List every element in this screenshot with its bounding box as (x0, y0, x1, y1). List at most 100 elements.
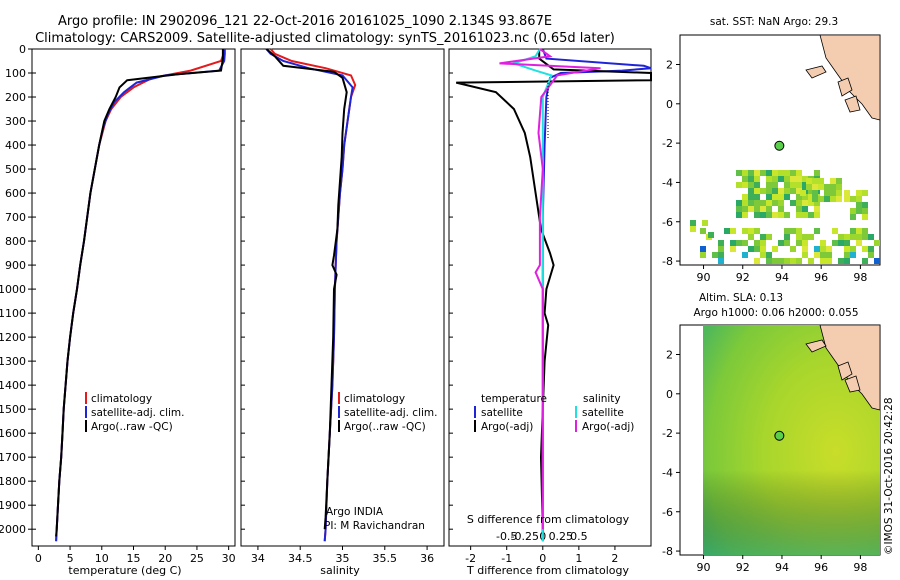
sst-pixel (766, 176, 772, 182)
sst-pixel (856, 208, 862, 214)
temperature-lines (55, 49, 226, 542)
depth-tick-label: 0 (19, 43, 26, 56)
series-line-satellite-adj-clim- (265, 48, 354, 542)
sst-pixel (802, 182, 808, 188)
sst-pixel (766, 170, 772, 176)
sst-map (679, 34, 881, 266)
lon-tick-label: 98 (853, 271, 867, 284)
sst-pixel (868, 234, 874, 240)
sst-pixel (778, 258, 784, 264)
sst-pixel (736, 212, 742, 218)
sst-pixel (806, 178, 812, 184)
sst-pixel (730, 228, 736, 234)
sst-pixel (796, 176, 802, 182)
sst-pixel (748, 200, 754, 206)
sst-pixel (760, 240, 766, 246)
sst-pixel (742, 228, 748, 234)
depth-tick-label: 1000 (0, 283, 26, 296)
land-sumatra (819, 34, 881, 121)
sst-pixel (772, 194, 778, 200)
sst-pixel (766, 212, 772, 218)
sst-pixel (836, 196, 842, 202)
sst-pixel (690, 220, 696, 226)
sst-pixel (818, 184, 824, 190)
sst-pixel (790, 188, 796, 194)
sst-pixel (802, 234, 808, 240)
sst-pixel (742, 206, 748, 212)
sst-pixel (718, 246, 724, 252)
sst-pixel (754, 176, 760, 182)
sst-pixel (772, 246, 778, 252)
sst-pixel (736, 206, 742, 212)
sst-pixel (802, 212, 808, 218)
sst-pixel (766, 252, 772, 258)
sla-map-title: Altim. SLA: 0.13 (699, 292, 783, 304)
series-line-satellite-adj-clim- (55, 49, 226, 542)
sst-pixel (824, 184, 830, 190)
sst-pixel (742, 170, 748, 176)
sst-pixel (754, 200, 760, 206)
sst-pixel (760, 234, 766, 240)
sst-pixel (766, 188, 772, 194)
header-line1: Argo profile: IN 2902096_121 22-Oct-2016… (58, 14, 552, 29)
sst-pixel (850, 234, 856, 240)
sst-pixel (850, 252, 856, 258)
sst-pixel (724, 228, 730, 234)
t-difference-axis-label: T difference from climatology (466, 564, 629, 577)
sst-pixel (760, 246, 766, 252)
sst-pixel (824, 196, 830, 202)
temperature-axis-label: temperature (deg C) (68, 564, 181, 577)
sst-pixel (700, 228, 706, 234)
sst-pixel (736, 170, 742, 176)
legend-label-sal-argo: Argo(-adj) (582, 421, 634, 433)
x-tick-label: -2 (465, 552, 476, 565)
sst-pixel (784, 188, 790, 194)
sst-pixel (808, 234, 814, 240)
depth-tick-label: 1400 (0, 379, 26, 392)
x-tick-label: 20 (158, 552, 172, 565)
sst-pixel (830, 178, 836, 184)
sla-map-ticks: 90 92 94 96 98 2 0 -2 -4 -6 -8 (662, 348, 867, 574)
x-tick-label: 30 (222, 552, 236, 565)
sst-pixel (796, 194, 802, 200)
lon-tick-label: 90 (697, 271, 711, 284)
x-tick-label: -1 (501, 552, 512, 565)
sst-pixel (742, 200, 748, 206)
sst-pixel (766, 234, 772, 240)
sst-pixel (700, 246, 706, 252)
legend-label-sal-satellite: satellite (582, 407, 624, 419)
depth-tick-label: 100 (5, 67, 26, 80)
sst-pixel (736, 182, 742, 188)
salinity-lines (265, 48, 357, 542)
sst-pixel (812, 196, 818, 202)
sst-pixel (814, 246, 820, 252)
sst-pixel (844, 234, 850, 240)
sst-pixel (808, 258, 814, 264)
x-tick-label: 34.5 (288, 552, 313, 565)
sst-pixel (824, 190, 830, 196)
sst-pixel (818, 196, 824, 202)
sst-pixel (796, 228, 802, 234)
sst-pixel (742, 182, 748, 188)
sst-map-ticks: 90 92 94 96 98 2 0 -2 -4 -6 -8 (662, 58, 867, 284)
s-tick-label: -0.25 (511, 530, 539, 543)
sst-map-title: sat. SST: NaN Argo: 29.3 (710, 16, 838, 28)
salinity-legend: climatology satellite-adj. clim. Argo(..… (338, 392, 437, 433)
depth-tick-label: 1500 (0, 403, 26, 416)
imos-credit: ©IMOS 31-Oct-2016 20:42:28 (883, 397, 895, 555)
sst-pixel (778, 212, 784, 218)
pi-label: PI: M Ravichandran (324, 520, 425, 532)
sst-pixel (802, 176, 808, 182)
sst-pixel (850, 196, 856, 202)
legend-label-satellite: satellite-adj. clim. (344, 407, 437, 419)
s-tick-label: -0.5 (496, 530, 517, 543)
sst-pixel (730, 240, 736, 246)
depth-tick-label: 900 (5, 259, 26, 272)
depth-tick-label: 1600 (0, 427, 26, 440)
sst-pixel (772, 182, 778, 188)
sst-pixel (766, 194, 772, 200)
sst-pixel (772, 188, 778, 194)
sst-pixel (830, 196, 836, 202)
sst-pixel (850, 228, 856, 234)
sst-pixel (708, 232, 714, 238)
